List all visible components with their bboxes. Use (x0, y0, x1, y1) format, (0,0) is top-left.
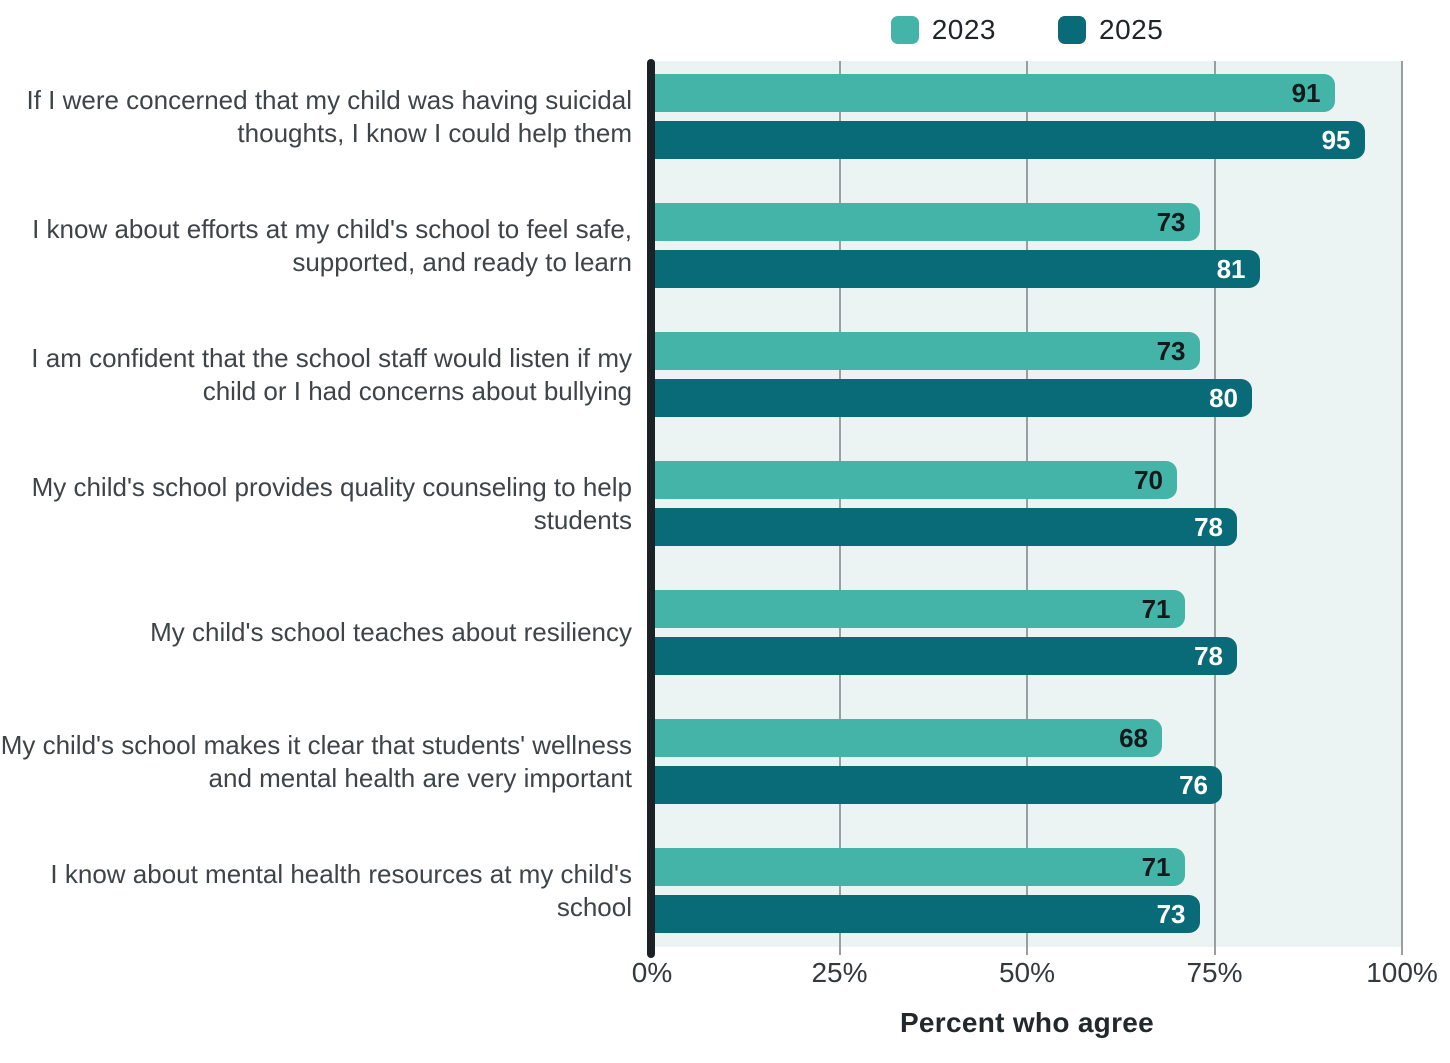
x-axis-title: Percent who agree (899, 1007, 1155, 1038)
chart-row: My child's school provides quality couns… (0, 461, 1402, 546)
x-tick-label-0: 0% (631, 957, 673, 988)
bar-2023: 91 (652, 74, 1335, 112)
category-cell: I am confident that the school staff wou… (0, 332, 652, 417)
bar-value-label: 73 (1156, 898, 1186, 929)
category-cell: I know about mental health resources at … (0, 848, 652, 933)
chart-row: I know about mental health resources at … (0, 848, 1402, 933)
x-axis-ticks: 0% 25% 50% 75% 100% (0, 957, 1450, 993)
legend: 2023 2025 (652, 10, 1402, 50)
x-tick-label-100: 100% (1366, 957, 1438, 988)
bars-cell: 73 80 (652, 332, 1402, 417)
chart-row: My child's school makes it clear that st… (0, 719, 1402, 804)
bar-2025: 78 (652, 508, 1237, 546)
bar-value-label: 78 (1194, 511, 1223, 542)
bar-value-label: 81 (1216, 253, 1246, 284)
chart-row: My child's school teaches about resilien… (0, 590, 1402, 675)
bars-cell: 71 73 (652, 848, 1402, 933)
bar-value-label: 91 (1291, 77, 1321, 108)
bars-cell: 68 76 (652, 719, 1402, 804)
y-axis-line (647, 59, 655, 958)
bar-2025: 73 (652, 895, 1200, 933)
bar-value-label: 73 (1156, 206, 1186, 237)
bar-value-label: 71 (1141, 851, 1171, 882)
legend-label-2025: 2025 (1099, 14, 1164, 45)
legend-label-2023: 2023 (931, 14, 996, 45)
category-cell: My child's school makes it clear that st… (0, 719, 652, 804)
bars-cell: 70 78 (652, 461, 1402, 546)
bar-value-label: 76 (1179, 769, 1208, 800)
x-tick-label-50: 50% (998, 957, 1056, 988)
bar-value-label: 78 (1194, 640, 1223, 671)
bar-2023: 70 (652, 461, 1177, 499)
legend-swatch-2025-icon (1058, 16, 1086, 44)
bars-cell: 91 95 (652, 74, 1402, 159)
bar-value-label: 71 (1141, 593, 1171, 624)
plot-area: If I were concerned that my child was ha… (0, 59, 1403, 958)
legend-item-2023: 2023 (890, 14, 996, 46)
bar-2025: 78 (652, 637, 1237, 675)
bar-2023: 71 (652, 590, 1185, 628)
category-cell: My child's school teaches about resilien… (0, 590, 652, 675)
category-cell: If I were concerned that my child was ha… (0, 74, 652, 159)
bar-2025: 76 (652, 766, 1222, 804)
bar-2023: 73 (652, 203, 1200, 241)
bar-2025: 81 (652, 250, 1260, 288)
category-label: I know about efforts at my child's schoo… (32, 213, 632, 277)
legend-swatch-2023-icon (890, 16, 919, 44)
bar-value-label: 68 (1119, 722, 1148, 753)
category-label: I know about mental health resources at … (50, 858, 632, 922)
chart-row: If I were concerned that my child was ha… (0, 74, 1402, 159)
bar-value-label: 70 (1134, 464, 1163, 495)
gridline-100 (1401, 61, 1403, 955)
x-tick-label-25: 25% (811, 957, 868, 988)
category-label: If I were concerned that my child was ha… (26, 84, 632, 148)
bar-2025: 95 (652, 121, 1365, 159)
bar-value-label: 73 (1156, 335, 1186, 366)
legend-item-2025: 2025 (1058, 14, 1163, 46)
category-cell: I know about efforts at my child's schoo… (0, 203, 652, 288)
bar-2023: 68 (652, 719, 1162, 757)
category-cell: My child's school provides quality couns… (0, 461, 652, 546)
bars-cell: 71 78 (652, 590, 1402, 675)
bar-2023: 73 (652, 332, 1200, 370)
bar-2025: 80 (652, 379, 1252, 417)
bar-2023: 71 (652, 848, 1185, 886)
bar-value-label: 95 (1321, 124, 1351, 155)
bar-value-label: 80 (1209, 382, 1238, 413)
chart-row: I know about efforts at my child's schoo… (0, 203, 1402, 288)
chart-row: I am confident that the school staff wou… (0, 332, 1402, 417)
category-label: My child's school provides quality couns… (31, 471, 632, 535)
x-tick-label-75: 75% (1186, 957, 1243, 988)
bars-cell: 73 81 (652, 203, 1402, 288)
category-label: I am confident that the school staff wou… (31, 342, 632, 406)
bar-rows: If I were concerned that my child was ha… (0, 61, 1402, 947)
category-label: My child's school makes it clear that st… (0, 729, 632, 793)
category-label: My child's school teaches about resilien… (150, 617, 632, 647)
